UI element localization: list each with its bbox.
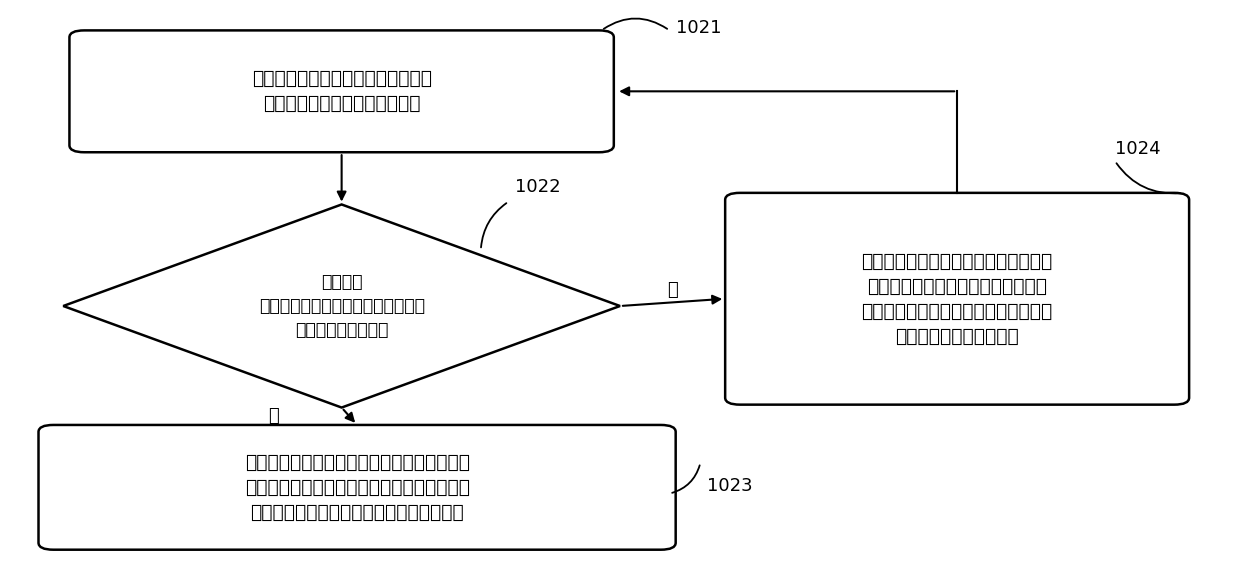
Text: 1022: 1022 (515, 178, 560, 196)
FancyBboxPatch shape (38, 425, 676, 550)
Polygon shape (63, 205, 620, 408)
Text: 判断预估
预报终点是否处在下一时刻的相对运
动目标点的前方位置: 判断预估 预报终点是否处在下一时刻的相对运 动目标点的前方位置 (259, 273, 424, 339)
Text: 在根据飞行策略确定允许调整预估预报
终点时，对预估预报终点进行调整，
直至预估预报终点处在下一时刻的相对
运动目标点的前方位置。: 在根据飞行策略确定允许调整预估预报 终点时，对预估预报终点进行调整， 直至预估预… (862, 252, 1053, 346)
Text: 1024: 1024 (1115, 140, 1161, 158)
Text: 否: 否 (667, 281, 678, 298)
FancyBboxPatch shape (69, 30, 614, 152)
Text: 1021: 1021 (676, 19, 722, 37)
Text: 1023: 1023 (707, 477, 753, 495)
Text: 根据相对运动动力学方程，计算得到从第一相
对位置和第一相对速度达到第二相对位置和第
二相对速度所需的初始脉冲和终端制动脉冲: 根据相对运动动力学方程，计算得到从第一相 对位置和第一相对速度达到第二相对位置和… (244, 453, 470, 522)
FancyBboxPatch shape (725, 193, 1189, 405)
Text: 是: 是 (268, 408, 279, 425)
Text: 根据第一相对位置和第一相对速度，
确定下一时刻的相对运动目标点: 根据第一相对位置和第一相对速度， 确定下一时刻的相对运动目标点 (252, 69, 432, 113)
